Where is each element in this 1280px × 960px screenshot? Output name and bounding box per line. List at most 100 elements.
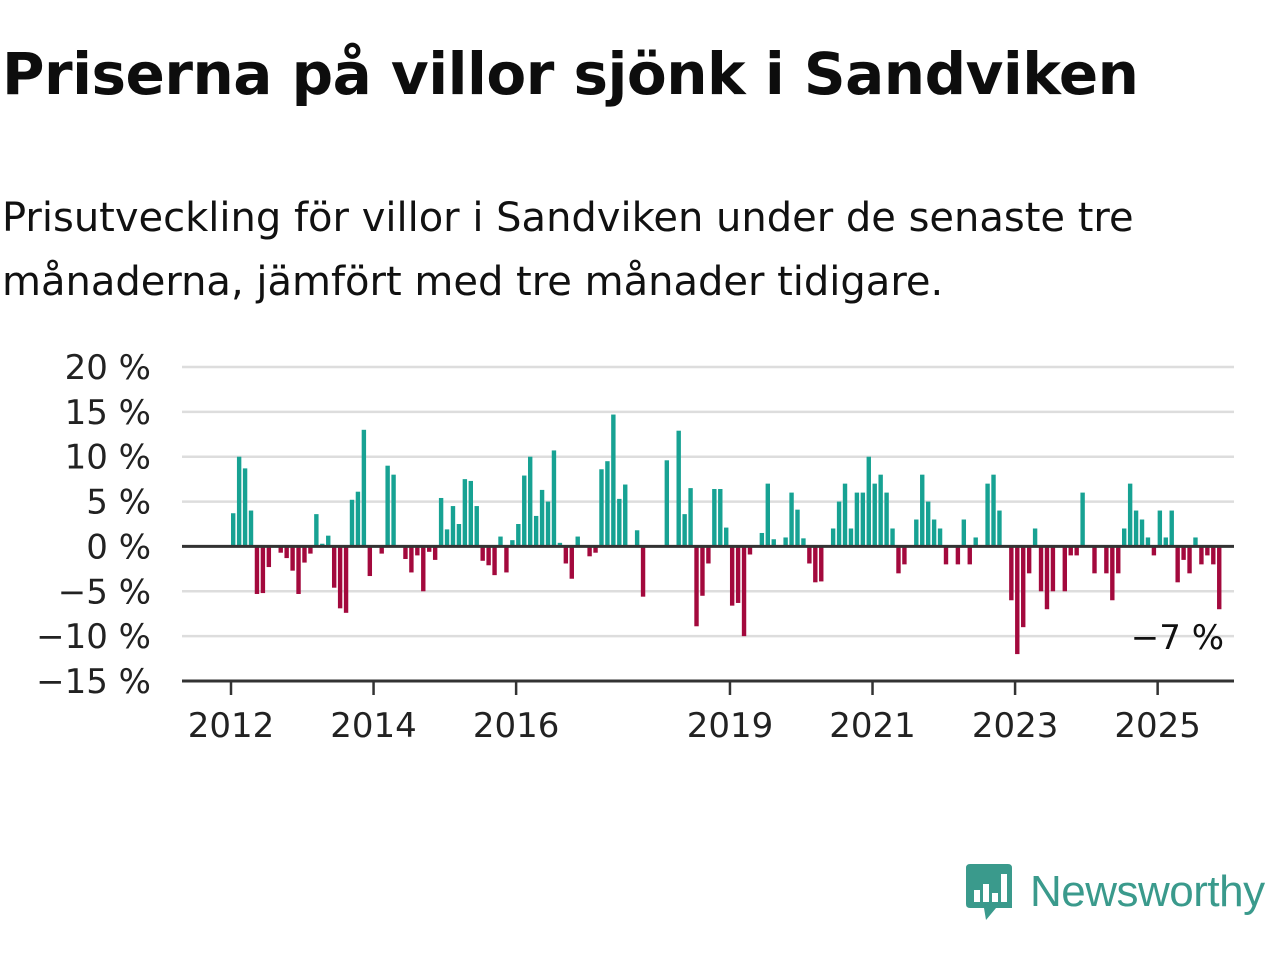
bar bbox=[231, 513, 236, 547]
bar bbox=[1127, 483, 1133, 547]
bar bbox=[836, 501, 842, 547]
bar bbox=[421, 546, 426, 592]
bar bbox=[807, 546, 812, 564]
bar bbox=[557, 542, 563, 547]
bar bbox=[896, 546, 901, 574]
bar bbox=[248, 510, 254, 547]
bar bbox=[1044, 546, 1050, 610]
bar bbox=[1175, 546, 1180, 583]
y-tick-label: −15 % bbox=[36, 662, 151, 702]
bar bbox=[623, 484, 628, 547]
bar bbox=[634, 530, 640, 547]
bar bbox=[925, 501, 931, 547]
bar bbox=[1050, 546, 1056, 592]
bar bbox=[278, 546, 283, 553]
bar bbox=[533, 515, 539, 547]
bar bbox=[409, 546, 414, 573]
y-tick-label: 20 % bbox=[65, 348, 151, 388]
bar bbox=[296, 546, 301, 594]
bar-chart: 20 %15 %10 %5 %0 %−5 %−10 %−15 % 2012 201… bbox=[36, 348, 1234, 746]
bar bbox=[605, 461, 610, 547]
bar bbox=[551, 450, 557, 547]
bar bbox=[522, 475, 527, 547]
bar bbox=[254, 546, 260, 594]
bar bbox=[1139, 519, 1145, 547]
bar bbox=[284, 546, 289, 559]
bar bbox=[830, 528, 836, 547]
y-tick-label: 0 % bbox=[86, 527, 151, 567]
bar bbox=[718, 489, 723, 547]
bar bbox=[783, 537, 788, 547]
bar bbox=[349, 499, 355, 547]
bar bbox=[1032, 528, 1038, 547]
x-tick-label: 2016 bbox=[473, 706, 560, 746]
bar bbox=[813, 546, 818, 583]
bar bbox=[326, 535, 331, 547]
bar bbox=[937, 528, 943, 547]
bar bbox=[403, 546, 408, 559]
bar bbox=[308, 546, 313, 554]
bar bbox=[1068, 546, 1073, 556]
bar bbox=[337, 546, 343, 609]
bar bbox=[688, 488, 693, 547]
bar bbox=[985, 483, 990, 547]
bar bbox=[474, 506, 479, 547]
bar bbox=[997, 510, 1002, 547]
bar bbox=[361, 429, 367, 547]
bar bbox=[516, 524, 521, 547]
bar bbox=[878, 474, 883, 547]
bar bbox=[1133, 510, 1139, 547]
bar bbox=[1157, 510, 1163, 547]
bar bbox=[569, 546, 574, 579]
x-tick-label: 2025 bbox=[1114, 706, 1201, 746]
x-tick-label: 2012 bbox=[188, 706, 275, 746]
bar bbox=[611, 414, 616, 547]
bar bbox=[872, 483, 877, 547]
bar bbox=[391, 474, 396, 547]
bar bbox=[617, 498, 622, 547]
bar bbox=[593, 546, 598, 553]
axes bbox=[182, 544, 1234, 695]
bar bbox=[599, 469, 604, 547]
bar bbox=[943, 546, 949, 565]
chart-title: Priserna på villor sjönk i Sandviken bbox=[2, 40, 1139, 108]
bars bbox=[231, 414, 1222, 655]
bar bbox=[302, 546, 307, 563]
bar bbox=[795, 509, 800, 547]
bar bbox=[587, 546, 592, 557]
bar bbox=[955, 546, 961, 565]
bar bbox=[539, 489, 545, 547]
bar bbox=[563, 546, 569, 564]
bar bbox=[444, 529, 450, 547]
bar bbox=[729, 546, 735, 606]
bar bbox=[1199, 546, 1204, 565]
bar bbox=[961, 519, 967, 547]
bar bbox=[1169, 510, 1174, 547]
bar bbox=[664, 460, 670, 547]
y-tick-label: −5 % bbox=[58, 572, 151, 612]
bar bbox=[1181, 546, 1186, 560]
x-axis-labels: 2012 2014 2016 2019 2021 2023 2025 bbox=[188, 706, 1201, 746]
bar bbox=[480, 546, 485, 561]
bar bbox=[860, 492, 866, 547]
bar bbox=[492, 546, 497, 576]
bar bbox=[438, 497, 444, 547]
bar bbox=[854, 492, 860, 547]
bar bbox=[920, 474, 925, 547]
bar bbox=[1080, 492, 1085, 547]
bar bbox=[504, 546, 509, 573]
bar bbox=[355, 491, 361, 547]
x-tick-label: 2014 bbox=[330, 706, 417, 746]
bar bbox=[771, 539, 776, 547]
newsworthy-chart-icon bbox=[966, 864, 1012, 920]
bar bbox=[486, 546, 491, 566]
bar bbox=[706, 546, 711, 564]
bar bbox=[415, 546, 420, 556]
bar bbox=[765, 483, 770, 547]
bar bbox=[1145, 537, 1151, 547]
bar bbox=[343, 546, 349, 613]
bar bbox=[735, 546, 741, 603]
bar bbox=[724, 527, 729, 547]
bar bbox=[450, 506, 456, 547]
bar bbox=[1163, 537, 1168, 547]
